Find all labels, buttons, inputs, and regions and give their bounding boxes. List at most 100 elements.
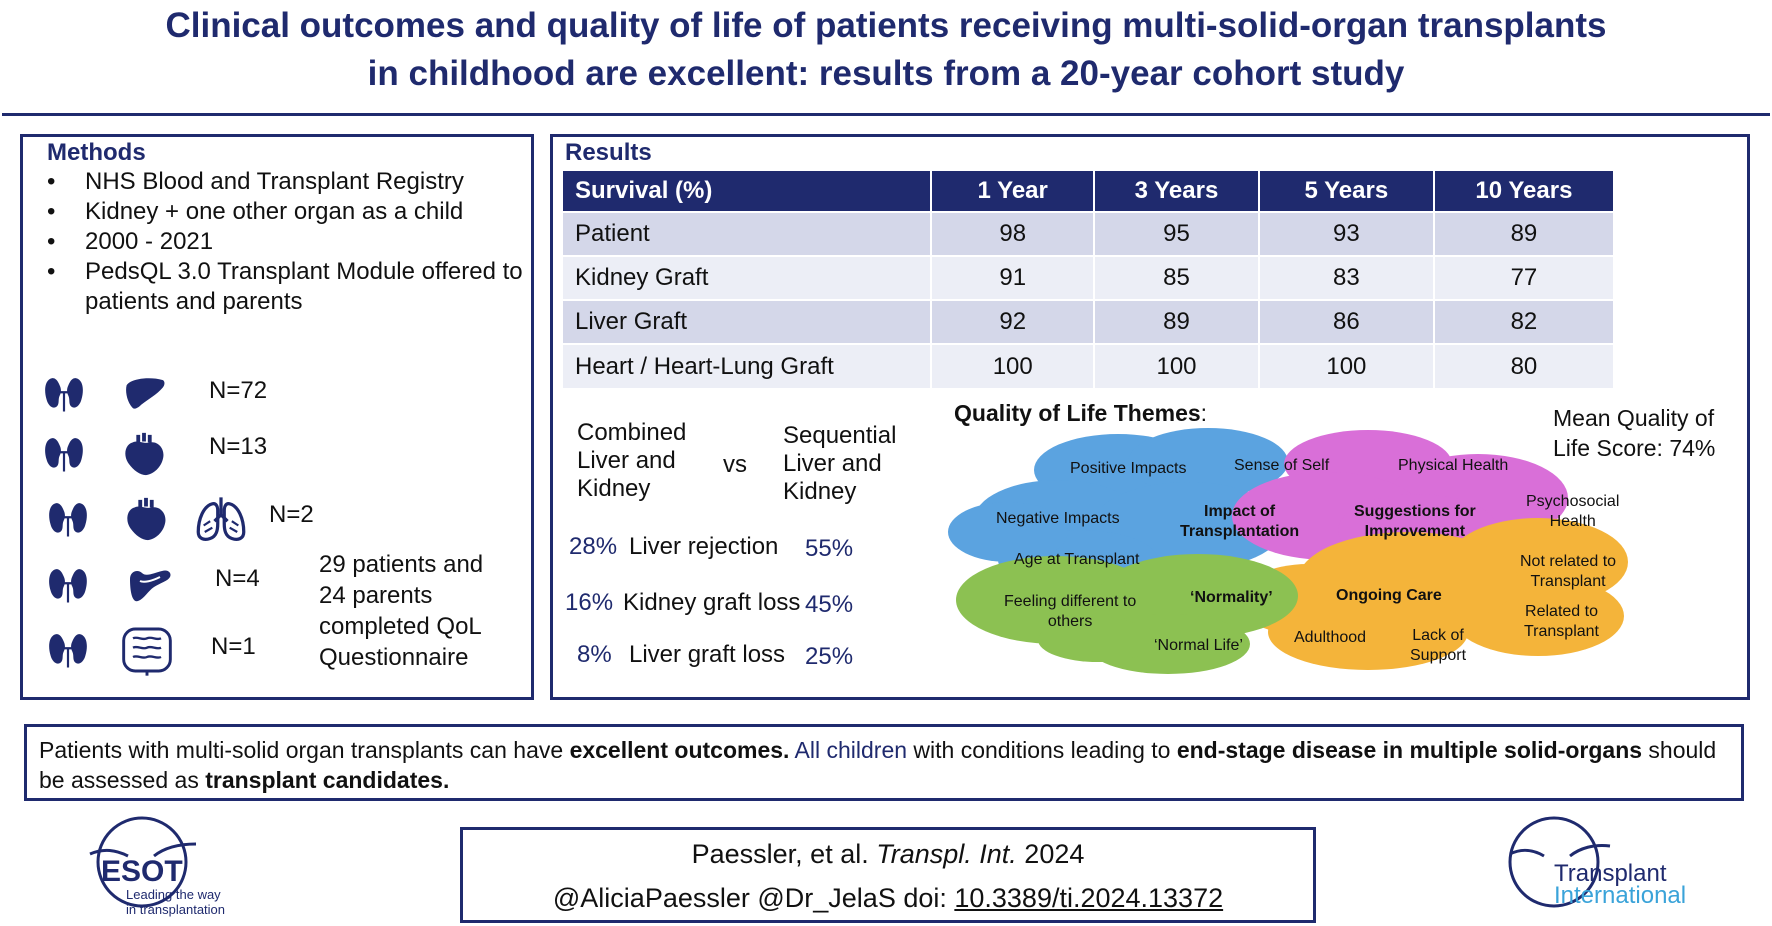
organ-group-kidney-heart: [43, 429, 167, 479]
green-cloud-lobe: [1038, 618, 1158, 662]
citation-line-1: Paessler, et al. Transpl. Int. 2024: [463, 832, 1313, 876]
conclusion-text: Patients with multi-solid organ transpla…: [39, 737, 570, 763]
organ-group-kidney-liver: [43, 373, 175, 415]
hands-icon: [89, 842, 197, 858]
kidney-icon: [47, 498, 89, 540]
combined-label: Combined Liver and Kidney: [577, 419, 686, 503]
methods-bullet: NHS Blood and Transplant Registry: [43, 167, 533, 197]
conclusion-emphasis: end-stage disease in multiple solid-orga…: [1176, 737, 1643, 763]
esot-tagline: Leading the way in transplantation: [126, 887, 225, 917]
organ-group-kidney-heart-lungs: [47, 493, 247, 545]
conclusion-emphasis: excellent outcomes.: [569, 737, 790, 763]
methods-panel: Methods NHS Blood and Transplant Registr…: [20, 134, 534, 700]
transplant-international-logo: [1508, 816, 1611, 908]
page-title: Clinical outcomes and quality of life of…: [0, 2, 1772, 98]
combined-pct: 8%: [577, 641, 612, 668]
mean-line: Mean Quality of: [1553, 405, 1715, 431]
citation-handles: @AliciaPaessler @Dr_JelaS doi:: [552, 883, 955, 913]
note-line: 29 patients and: [319, 551, 484, 578]
theme-label: Adulthood: [1294, 629, 1367, 646]
note-line: completed QoL: [319, 613, 482, 640]
methods-list: NHS Blood and Transplant Registry Kidney…: [43, 167, 533, 317]
note-line: Questionnaire: [319, 644, 469, 671]
outcome-label: Kidney graft loss: [623, 589, 801, 616]
mean-line: Life Score: 74%: [1553, 435, 1716, 461]
table-row: Patient 98 95 93 89: [563, 211, 1616, 256]
theme-label-line: Impact of: [1204, 503, 1276, 520]
heart-icon: [123, 494, 169, 544]
theme-label: Related to Transplant: [1524, 602, 1599, 642]
theme-label-line: others: [1047, 613, 1093, 630]
survival-table: Survival (%) 1 Year 3 Years 5 Years 10 Y…: [563, 171, 1616, 388]
table-cell: 83: [1258, 255, 1435, 300]
ti-logo-line-2: International: [1554, 882, 1687, 909]
conclusion-text: should be assessed as: [39, 737, 1717, 793]
column-header: 5 Years: [1258, 171, 1435, 212]
theme-label: Not related to Transplant: [1520, 552, 1616, 592]
theme-label-line: Transplantation: [1180, 523, 1300, 540]
methods-bullet: Kidney + one other organ as a child: [43, 197, 533, 227]
doi-link[interactable]: 10.3389/ti.2024.13372: [954, 883, 1224, 913]
theme-label-line: Not related to: [1520, 553, 1617, 570]
blue-cloud-lobe: [1128, 428, 1288, 496]
qol-themes-title: Quality of Life Themes:: [954, 400, 1207, 427]
theme-label: Psychosocial Health: [1526, 492, 1619, 532]
theme-label: ‘Normality’: [1190, 589, 1273, 606]
group-count: N=2: [269, 501, 314, 528]
combined-line: Liver and: [577, 447, 676, 474]
blue-cloud-lobe: [948, 502, 1068, 562]
theme-label-line: Related to: [1525, 603, 1598, 620]
qol-title-colon: :: [1200, 400, 1208, 426]
qol-cloud-diagram: [948, 428, 1628, 674]
theme-label: Suggestions for Improvement: [1354, 502, 1476, 542]
column-header: 10 Years: [1433, 171, 1616, 212]
outcome-label: Liver graft loss: [629, 641, 786, 668]
theme-label: Sense of Self: [1234, 457, 1330, 474]
table-cell: 100: [1094, 343, 1260, 388]
conclusion-emphasis: transplant candidates.: [205, 767, 450, 793]
qol-title-text: Quality of Life Themes: [954, 400, 1201, 426]
group-count: N=72: [209, 377, 268, 404]
table-cell: 100: [1258, 343, 1435, 388]
heart-icon: [121, 429, 167, 479]
kidney-icon: [43, 373, 85, 415]
results-heading: Results: [565, 139, 652, 166]
ti-logo-line-1: Transplant: [1554, 860, 1667, 887]
sequential-pct: 45%: [805, 591, 854, 618]
title-divider: [2, 113, 1770, 116]
pancreas-icon: [119, 561, 181, 609]
kidney-icon: [43, 433, 85, 475]
combined-line: Combined: [577, 419, 687, 446]
table-cell: 86: [1258, 299, 1435, 344]
group-count: N=13: [209, 433, 268, 460]
table-cell: 92: [931, 299, 1096, 344]
conclusion-highlight: All children: [789, 737, 908, 763]
table-cell: Kidney Graft: [563, 255, 933, 300]
questionnaire-note: 29 patients and 24 parents completed QoL…: [319, 549, 549, 673]
theme-label: ‘Normal Life’: [1154, 637, 1243, 654]
kidney-icon: [47, 629, 89, 671]
table-cell: Liver Graft: [563, 299, 933, 344]
group-count: N=1: [211, 633, 256, 660]
esot-tagline-line: in transplantation: [126, 902, 226, 917]
table-cell: 98: [931, 211, 1096, 256]
title-line-2: in childhood are excellent: results from…: [367, 54, 1405, 93]
vs-label: vs: [723, 451, 747, 478]
table-row: Liver Graft 92 89 86 82: [563, 299, 1616, 344]
table-header-row: Survival (%) 1 Year 3 Years 5 Years 10 Y…: [563, 171, 1616, 212]
table-cell: Patient: [563, 211, 933, 256]
table-cell: 89: [1094, 299, 1260, 344]
citation-authors: Paessler, et al.: [691, 839, 877, 869]
table-cell: 91: [931, 255, 1096, 300]
esot-tagline-line: Leading the way: [126, 887, 221, 902]
table-cell: 100: [931, 343, 1096, 388]
table-cell: 93: [1258, 211, 1435, 256]
theme-label: Lack of Support: [1410, 626, 1466, 666]
column-header: 3 Years: [1094, 171, 1260, 212]
theme-label: Impact of Transplantation: [1180, 502, 1299, 542]
sequential-line: Liver and: [783, 450, 882, 477]
theme-label: Feeling different to others: [1004, 592, 1136, 632]
combined-pct: 16%: [565, 589, 614, 616]
table-cell: 95: [1094, 211, 1260, 256]
outcome-label: Liver rejection: [629, 533, 779, 560]
